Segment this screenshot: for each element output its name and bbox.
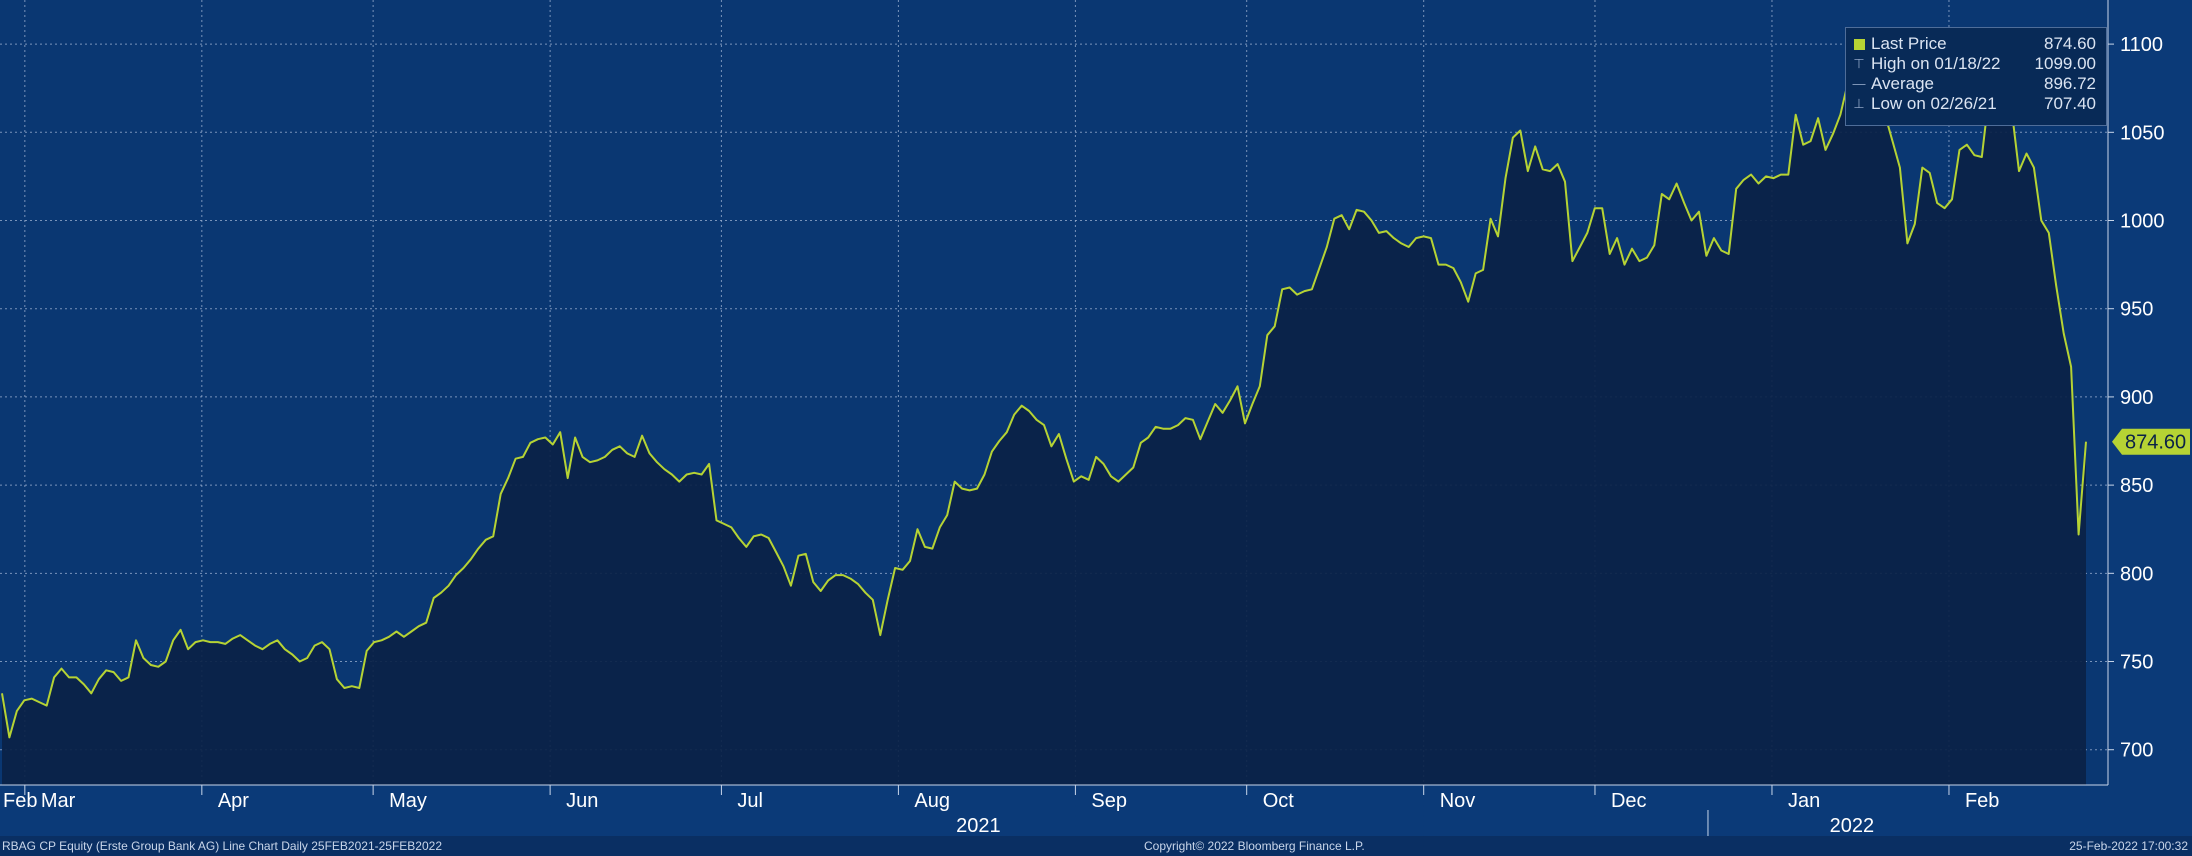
x-axis-ticks: Feb Mar Apr May Jun Jul Aug Sep Oct Nov Dec Jan Feb2… bbox=[3, 790, 1999, 837]
average-marker-icon: — bbox=[1852, 76, 1866, 91]
y-tick-label: 950 bbox=[2120, 299, 2153, 321]
y-tick-label: 700 bbox=[2120, 740, 2153, 762]
y-tick-label: 750 bbox=[2120, 652, 2153, 674]
legend-item-high: ⊤ High on 01/18/22 1099.00 bbox=[1852, 54, 2096, 74]
legend-item-low: ⊥ Low on 02/26/21 707.40 bbox=[1852, 94, 2096, 114]
legend-value: 707.40 bbox=[2044, 94, 2096, 113]
y-tick-label: 1050 bbox=[2120, 122, 2165, 144]
legend-label: Low on 02/26/21 bbox=[1871, 94, 1997, 113]
x-tick-label: Jul bbox=[737, 790, 763, 812]
high-marker-icon: ⊤ bbox=[1853, 56, 1865, 71]
legend-value: 1099.00 bbox=[2034, 54, 2096, 73]
y-tick-label: 850 bbox=[2120, 475, 2153, 497]
x-tick-label: Aug bbox=[914, 790, 950, 812]
last-price-label: 874.60 bbox=[2125, 432, 2186, 454]
x-tick-label: Oct bbox=[1263, 790, 1295, 812]
legend-label: High on 01/18/22 bbox=[1871, 54, 2001, 73]
legend-label: Last Price bbox=[1871, 34, 1947, 53]
footer-copyright: Copyright© 2022 Bloomberg Finance L.P. bbox=[1144, 839, 1365, 853]
price-area bbox=[1, 44, 2087, 785]
x-tick-label: Jun bbox=[566, 790, 598, 812]
legend-value: 874.60 bbox=[2044, 34, 2096, 53]
last-price-marker: 874.60 bbox=[2112, 428, 2190, 455]
last-price-tag bbox=[2112, 428, 2190, 455]
axes bbox=[0, 0, 2114, 836]
legend-label: Average bbox=[1871, 74, 1935, 93]
square-icon bbox=[1854, 39, 1865, 50]
x-tick-label: Dec bbox=[1611, 790, 1647, 812]
x-tick-label: Mar bbox=[41, 790, 76, 812]
x-tick-label: Feb bbox=[3, 790, 37, 812]
x-tick-label: Jan bbox=[1788, 790, 1820, 812]
y-axis-ticks: 700 750 800 850 900 950 1000 1050 1100 bbox=[2120, 34, 2165, 762]
footer-description: RBAG CP Equity (Erste Group Bank AG) Lin… bbox=[2, 839, 442, 853]
footer-timestamp: 25-Feb-2022 17:00:32 bbox=[2069, 839, 2188, 853]
footer-bar: RBAG CP Equity (Erste Group Bank AG) Lin… bbox=[0, 836, 2192, 856]
y-tick-label: 900 bbox=[2120, 387, 2153, 409]
area-fill bbox=[2, 45, 2086, 785]
legend-item-last-price: Last Price 874.60 bbox=[1852, 34, 2096, 54]
y-tick-label: 800 bbox=[2120, 563, 2153, 585]
x-tick-label: Apr bbox=[218, 790, 249, 812]
low-marker-icon: ⊥ bbox=[1853, 96, 1865, 111]
y-tick-label: 1000 bbox=[2120, 211, 2165, 233]
x-tick-label: Sep bbox=[1091, 790, 1127, 812]
legend-value: 896.72 bbox=[2044, 74, 2096, 93]
legend-item-average: — Average 896.72 bbox=[1852, 74, 2097, 94]
legend: Last Price 874.60 ⊤ High on 01/18/22 109… bbox=[1845, 27, 2107, 126]
year-label: 2021 bbox=[956, 815, 1001, 837]
x-tick-label: Feb bbox=[1965, 790, 1999, 812]
price-line bbox=[1, 44, 2087, 739]
x-tick-label: May bbox=[389, 790, 427, 812]
year-label: 2022 bbox=[1830, 815, 1875, 837]
x-tick-label: Nov bbox=[1440, 790, 1476, 812]
y-tick-label: 1100 bbox=[2120, 34, 2163, 56]
